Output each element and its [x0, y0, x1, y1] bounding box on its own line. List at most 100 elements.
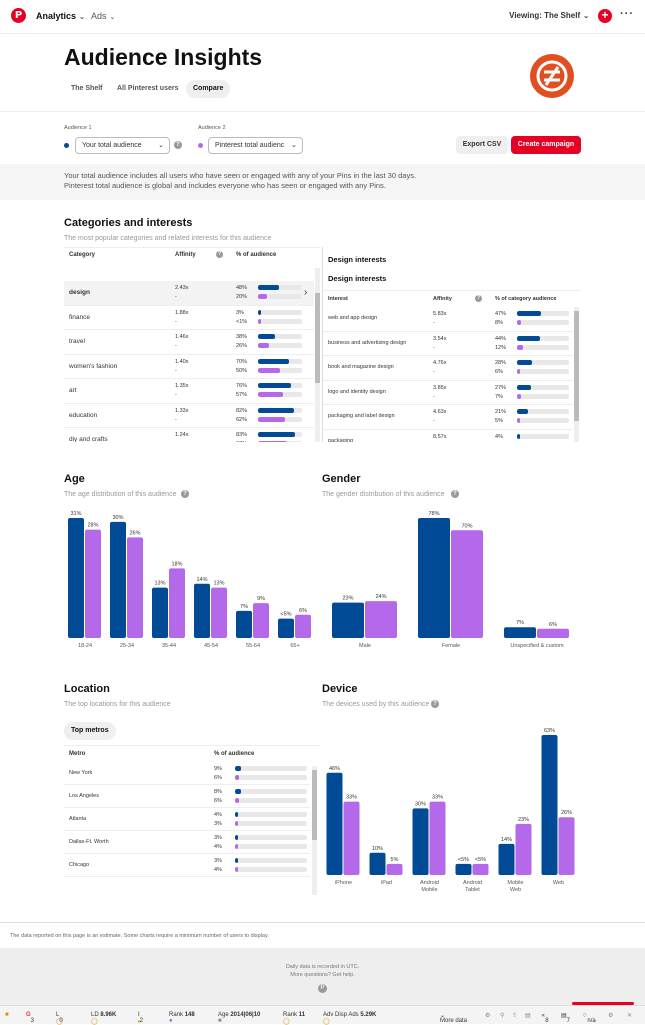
help-icon[interactable]: ?: [475, 295, 482, 302]
device-bar[interactable]: [429, 801, 446, 875]
age-bar[interactable]: [85, 529, 101, 638]
age-bar[interactable]: [194, 583, 210, 638]
toolbar-upload-icon[interactable]: ⇧: [512, 1013, 518, 1019]
toolbar-close-icon[interactable]: ✕: [627, 1013, 633, 1019]
device-bar[interactable]: [343, 801, 360, 875]
toolbar-logo-icon[interactable]: ■: [5, 1012, 9, 1018]
top-metros-pill[interactable]: Top metros: [64, 722, 116, 740]
toolbar-g[interactable]: G 3: [26, 1012, 35, 1024]
toolbar-links[interactable]: ∝ 8: [541, 1013, 549, 1024]
create-plus-icon[interactable]: +: [598, 9, 612, 23]
category-row[interactable]: travel 1.46x - 38% 26%: [64, 330, 314, 355]
ads-menu[interactable]: Ads ⌄: [91, 11, 115, 21]
toolbar-settings-icon[interactable]: ⚙: [485, 1013, 491, 1019]
pinterest-logo-icon[interactable]: P: [11, 8, 26, 23]
category-row[interactable]: women's fashion 1.40x - 70% 50%: [64, 355, 314, 379]
footer-help-link[interactable]: More questions? Get help.: [290, 972, 355, 978]
help-icon[interactable]: ?: [174, 141, 182, 149]
interest-row[interactable]: business and advertising design 3.54x - 44%…: [323, 332, 573, 356]
toolbar-rank2[interactable]: ◯ Rank 11: [283, 1012, 306, 1025]
age-bar[interactable]: [278, 618, 294, 638]
profile-avatar[interactable]: [530, 54, 574, 98]
help-icon[interactable]: ?: [181, 490, 189, 498]
metro-row[interactable]: Los Angeles 8% 6%: [64, 785, 310, 808]
col-affinity[interactable]: Affinity: [433, 296, 452, 302]
interest-row[interactable]: web and app design 5.83x - 47% 8%: [323, 307, 573, 332]
toolbar-search-icon[interactable]: ⚲: [500, 1013, 505, 1019]
age-bar[interactable]: [253, 603, 269, 638]
device-bar[interactable]: [472, 863, 489, 875]
toolbar-pages[interactable]: ▤ 7: [561, 1013, 571, 1024]
metro-row[interactable]: Chicago 3% 4%: [64, 854, 310, 877]
category-row[interactable]: education 1.33x - 82% 62%: [64, 404, 314, 428]
toolbar-adv[interactable]: ◯ Adv Disp Ads 5.29K: [323, 1012, 377, 1025]
audience2-select[interactable]: Pinterest total audienc ⌄: [208, 137, 303, 154]
gender-bar[interactable]: [537, 628, 569, 638]
age-bar[interactable]: [236, 610, 252, 638]
floating-button-edge[interactable]: [572, 1002, 634, 1005]
age-bar[interactable]: [68, 518, 84, 638]
gender-bar[interactable]: [451, 530, 483, 638]
interests-scrollbar[interactable]: [574, 307, 579, 442]
category-row[interactable]: design 2.43x - 48% 20% ›: [64, 281, 314, 306]
toolbar-rank[interactable]: ● Rank 148: [169, 1012, 195, 1024]
col-audience[interactable]: % of audience: [214, 751, 255, 757]
interest-row[interactable]: logo and identity design 3.85x - 27% 7%: [323, 381, 573, 405]
gender-bar[interactable]: [332, 602, 364, 638]
device-bar[interactable]: [455, 863, 472, 875]
age-bar[interactable]: [211, 587, 227, 638]
col-category-audience[interactable]: % of category audience: [495, 296, 557, 302]
toolbar-ld[interactable]: ◯ LD 8.96K: [91, 1012, 117, 1025]
age-bar[interactable]: [127, 537, 143, 638]
audience1-select[interactable]: Your total audience ⌄: [75, 137, 170, 154]
device-bar[interactable]: [558, 817, 575, 875]
age-bar[interactable]: [169, 568, 185, 638]
metro-row[interactable]: Dallas-Ft. Worth 3% 4%: [64, 831, 310, 854]
tab-the-shelf[interactable]: The Shelf: [71, 85, 103, 92]
toolbar-i[interactable]: ▸ I 2: [138, 1012, 144, 1025]
gender-bar[interactable]: [365, 601, 397, 638]
help-icon[interactable]: ?: [451, 490, 459, 498]
device-bar[interactable]: [541, 735, 558, 875]
categories-scrollbar[interactable]: [315, 268, 320, 442]
analytics-menu[interactable]: Analytics ⌄: [36, 11, 85, 21]
interest-row[interactable]: book and magazine design 4.76x - 28% 6%: [323, 356, 573, 381]
more-options-icon[interactable]: ···: [620, 8, 634, 20]
interest-row[interactable]: packaging and label design 4.63x - 21% 5%: [323, 405, 573, 430]
device-bar[interactable]: [326, 772, 343, 875]
help-icon[interactable]: ?: [431, 700, 439, 708]
device-data-label: 46%: [329, 766, 340, 772]
toolbar-l[interactable]: ◯ L 0: [56, 1012, 63, 1025]
age-bar[interactable]: [295, 614, 311, 638]
metro-row[interactable]: New York 9% 6%: [64, 762, 310, 785]
gender-bar[interactable]: [504, 627, 536, 638]
toolbar-gear-icon[interactable]: ⚙: [608, 1013, 614, 1019]
tab-compare[interactable]: Compare: [186, 80, 231, 98]
help-icon[interactable]: ?: [216, 251, 223, 258]
location-scrollbar[interactable]: [312, 766, 317, 895]
device-bar[interactable]: [515, 823, 532, 875]
device-bar[interactable]: [498, 843, 515, 875]
viewing-selector[interactable]: Viewing: The Shelf ⌄: [509, 11, 589, 20]
interest-row-name: book and magazine design: [328, 364, 394, 371]
create-campaign-button[interactable]: Create campaign: [511, 136, 581, 154]
col-affinity[interactable]: Affinity: [175, 252, 196, 258]
toolbar-document-icon[interactable]: ▤: [525, 1013, 531, 1019]
tab-all-pinterest-users[interactable]: All Pinterest users: [117, 85, 179, 92]
category-row[interactable]: finance 1.88x - 3% <1%: [64, 306, 314, 330]
metro-row[interactable]: Atlanta 4% 3%: [64, 808, 310, 831]
toolbar-age[interactable]: ■ Age 2014|06|10: [218, 1012, 261, 1024]
toolbar-more-data[interactable]: More data ⌄: [440, 1013, 468, 1024]
age-bar[interactable]: [110, 521, 126, 638]
category-row[interactable]: diy and crafts 1.24x - 83% 67%: [64, 428, 314, 442]
device-bar[interactable]: [386, 863, 403, 875]
device-bar[interactable]: [369, 852, 386, 875]
export-csv-button[interactable]: Export CSV: [456, 136, 508, 154]
chevron-right-icon[interactable]: ›: [304, 287, 308, 298]
category-row[interactable]: art 1.35x - 76% 57%: [64, 379, 314, 404]
age-bar[interactable]: [152, 587, 168, 638]
gender-bar[interactable]: [418, 518, 450, 638]
device-bar[interactable]: [412, 808, 429, 875]
toolbar-na[interactable]: ♢ n/a: [582, 1013, 596, 1024]
